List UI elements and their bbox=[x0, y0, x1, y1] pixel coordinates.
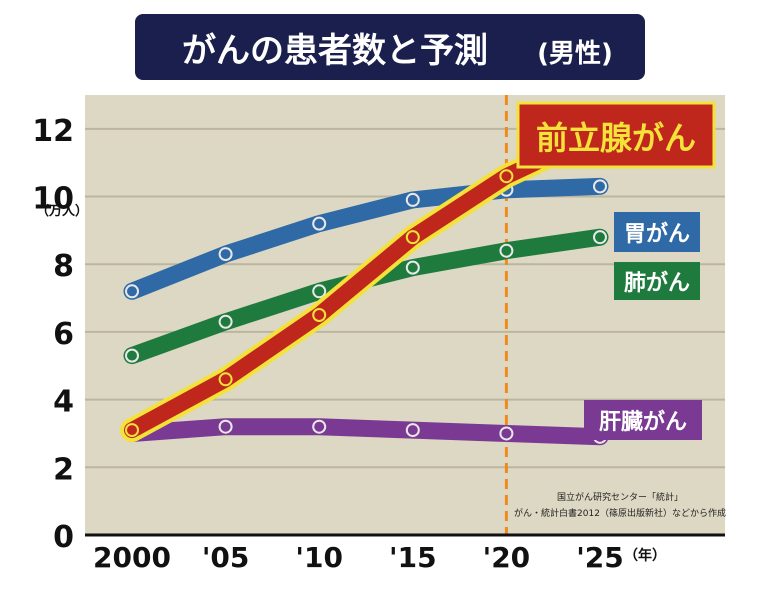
y-tick-label: 0 bbox=[53, 520, 74, 555]
y-tick-label: 4 bbox=[53, 385, 74, 420]
source-note-line1: 国立がん研究センター「統計」 bbox=[557, 491, 683, 503]
data-point-stomach bbox=[125, 284, 139, 299]
data-point-liver bbox=[218, 419, 233, 434]
data-point-prostate bbox=[312, 308, 327, 322]
label-lung-text: 肺がん bbox=[624, 270, 690, 296]
x-tick-label: '10 bbox=[295, 541, 343, 574]
data-point-stomach bbox=[593, 179, 607, 194]
y-tick-label: 12 bbox=[32, 114, 74, 149]
data-point-prostate bbox=[125, 423, 139, 438]
chart-title: がんの患者数と予測 bbox=[182, 31, 488, 71]
data-point-lung bbox=[218, 314, 233, 329]
data-point-prostate bbox=[405, 230, 420, 245]
data-point-stomach bbox=[218, 247, 233, 262]
data-point-lung bbox=[312, 284, 327, 299]
data-point-lung bbox=[125, 348, 139, 363]
series-line-prostate bbox=[124, 124, 608, 439]
title-banner bbox=[135, 14, 645, 80]
x-unit-label: （年） bbox=[624, 547, 666, 564]
x-tick-label: '15 bbox=[389, 541, 437, 574]
data-point-lung bbox=[499, 243, 514, 258]
y-tick-label: 2 bbox=[53, 452, 74, 487]
label-liver-text: 肝臓がん bbox=[599, 409, 687, 435]
series-line-liver bbox=[123, 418, 609, 446]
source-note-line2: がん・統計白書2012（篠原出版新社）などから作成 bbox=[514, 507, 726, 519]
x-tick-label: '25 bbox=[576, 541, 624, 574]
label-prostate-text: 前立腺がん bbox=[536, 119, 696, 157]
data-point-prostate bbox=[499, 169, 514, 184]
data-point-stomach bbox=[312, 216, 327, 231]
label-stomach-text: 胃がん bbox=[624, 221, 690, 247]
data-point-liver bbox=[499, 426, 514, 441]
label-liver: 肝臓がん bbox=[584, 400, 702, 440]
y-tick-label: 10 bbox=[32, 182, 74, 217]
data-point-lung bbox=[593, 230, 607, 245]
x-tick-label: 2000 bbox=[93, 541, 171, 574]
data-point-liver bbox=[312, 419, 327, 434]
data-point-prostate bbox=[218, 372, 233, 387]
x-tick-label: '20 bbox=[483, 541, 531, 574]
y-unit-label: （万人） bbox=[36, 203, 88, 219]
series-layer bbox=[120, 120, 612, 446]
chart-subtitle: (男性) bbox=[537, 39, 613, 69]
y-tick-label: 8 bbox=[53, 249, 74, 284]
series-stomach bbox=[123, 177, 609, 300]
data-point-lung bbox=[405, 260, 420, 275]
data-point-stomach bbox=[405, 192, 420, 207]
y-tick-label: 6 bbox=[53, 317, 74, 352]
data-point-liver bbox=[405, 423, 420, 438]
x-tick-label: '05 bbox=[202, 541, 250, 574]
label-lung: 肺がん bbox=[614, 262, 700, 300]
series-prostate bbox=[120, 120, 612, 443]
x-axis-ticks: 2000 '05 '10 '15 '20 '25 bbox=[93, 541, 624, 574]
label-prostate: 前立腺がん bbox=[516, 101, 716, 169]
label-stomach: 胃がん bbox=[614, 212, 700, 252]
series-line-stomach bbox=[123, 177, 609, 300]
y-axis-ticks: 0 2 4 6 8 10 12 bbox=[32, 114, 74, 555]
